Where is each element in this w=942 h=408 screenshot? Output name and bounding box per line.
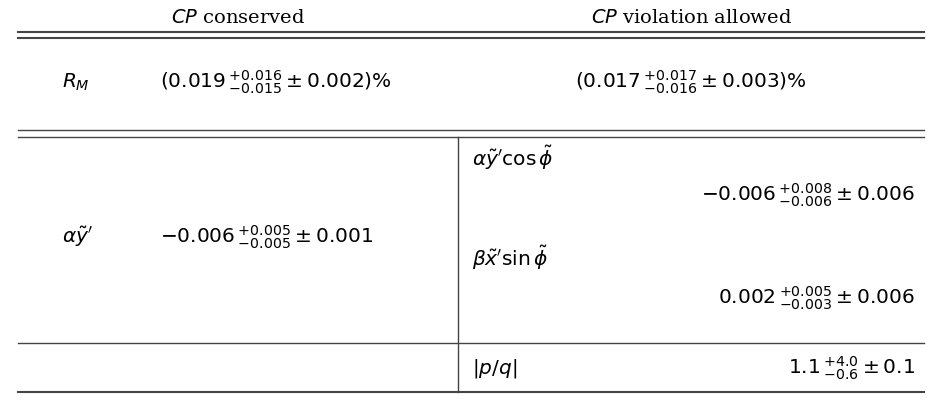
Text: $-0.006\,{}^{+0.005}_{-0.005} \pm 0.001$: $-0.006\,{}^{+0.005}_{-0.005} \pm 0.001$: [160, 223, 373, 251]
Text: $\beta\tilde{x}^{\prime}\sin\tilde{\phi}$: $\beta\tilde{x}^{\prime}\sin\tilde{\phi}…: [472, 244, 548, 272]
Text: $|p/q|$: $|p/q|$: [472, 357, 517, 379]
Text: $R_M$: $R_M$: [62, 71, 89, 93]
Text: $(0.017\,{}^{+0.017}_{-0.016} \pm 0.003)\%$: $(0.017\,{}^{+0.017}_{-0.016} \pm 0.003)…: [576, 68, 807, 96]
Text: $(0.019\,{}^{+0.016}_{-0.015} \pm 0.002)\%$: $(0.019\,{}^{+0.016}_{-0.015} \pm 0.002)…: [160, 68, 392, 96]
Text: $\mathit{CP}$ conserved: $\mathit{CP}$ conserved: [171, 9, 305, 27]
Text: $-0.006\,{}^{+0.008}_{-0.006} \pm 0.006$: $-0.006\,{}^{+0.008}_{-0.006} \pm 0.006$: [702, 181, 915, 209]
Text: $0.002\,{}^{+0.005}_{-0.003} \pm 0.006$: $0.002\,{}^{+0.005}_{-0.003} \pm 0.006$: [718, 284, 915, 312]
Text: $\mathit{CP}$ violation allowed: $\mathit{CP}$ violation allowed: [591, 9, 791, 27]
Text: $1.1\,{}^{+4.0}_{-0.6} \pm 0.1$: $1.1\,{}^{+4.0}_{-0.6} \pm 0.1$: [788, 354, 915, 382]
Text: $\alpha\tilde{y}^{\prime}\cos\tilde{\phi}$: $\alpha\tilde{y}^{\prime}\cos\tilde{\phi…: [472, 144, 554, 172]
Text: $\alpha\tilde{y}^{\prime}$: $\alpha\tilde{y}^{\prime}$: [62, 225, 93, 249]
